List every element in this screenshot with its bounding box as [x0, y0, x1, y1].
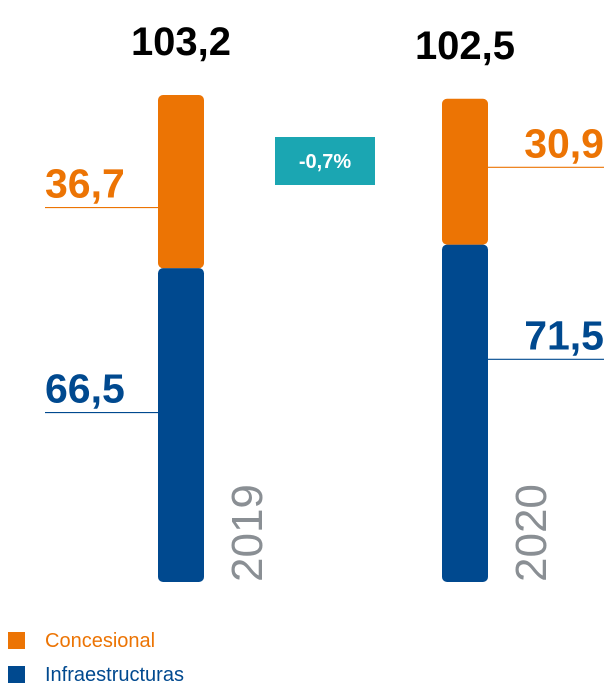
bar-segment [442, 244, 488, 583]
total-label: 102,5 [415, 24, 515, 68]
value-label: 66,5 [45, 366, 125, 412]
bar-segment [442, 98, 488, 245]
value-label: 30,9 [524, 120, 604, 166]
bar-segment [158, 95, 204, 269]
category-label: 2020 [507, 484, 556, 582]
legend-swatch [8, 666, 25, 683]
annotation-box [275, 137, 375, 185]
category-label: 2019 [223, 484, 272, 582]
legend-swatch [8, 632, 25, 649]
total-label: 103,2 [131, 20, 231, 64]
bar-segment [158, 268, 204, 582]
legend-label: Infraestructuras [45, 664, 184, 685]
value-label: 36,7 [45, 161, 125, 207]
legend-label: Concesional [45, 630, 155, 652]
value-label: 71,5 [524, 312, 604, 358]
annotation: -0,7% [299, 151, 351, 173]
